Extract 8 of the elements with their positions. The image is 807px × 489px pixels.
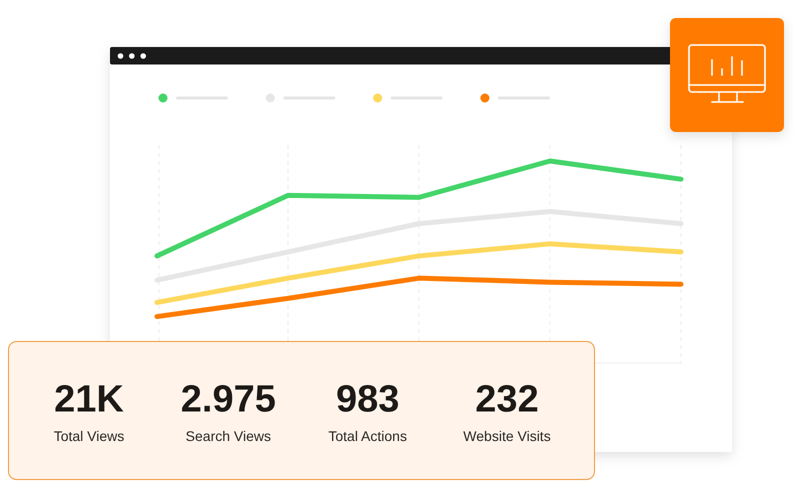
text: 21K	[54, 378, 124, 420]
category-label: Website Visits	[463, 428, 551, 444]
text: 983	[336, 378, 400, 420]
category-label: Total Actions	[328, 428, 407, 444]
category-label: Total Views	[54, 428, 124, 444]
text: 232	[475, 378, 539, 420]
category-label: Search Views	[186, 428, 272, 444]
text: 2.975	[180, 378, 276, 420]
